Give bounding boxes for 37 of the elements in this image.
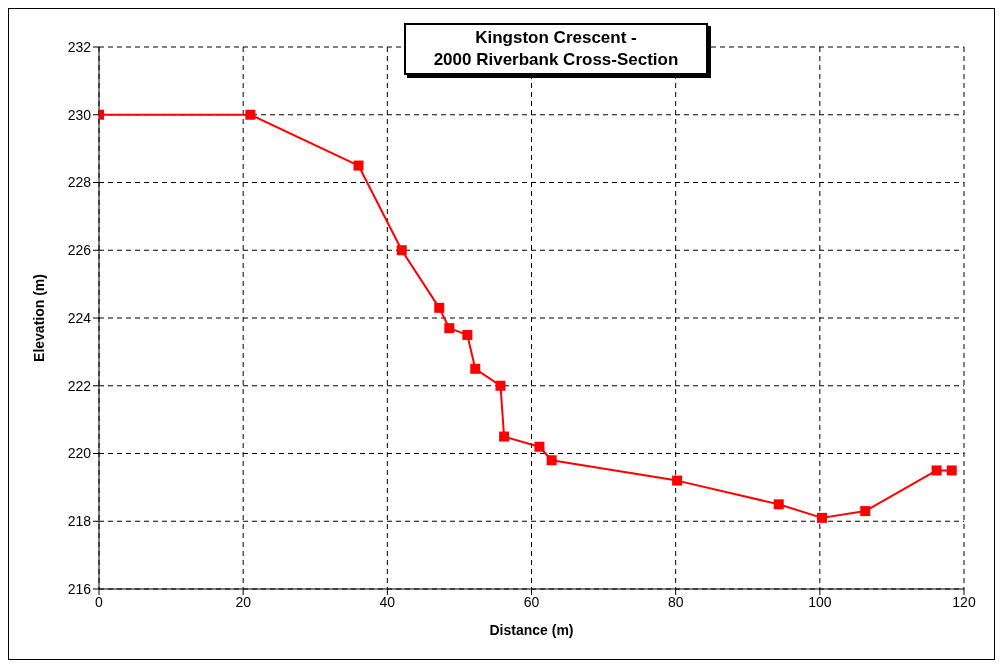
point: [396, 245, 407, 256]
y-tick-label: 230: [67, 106, 92, 123]
point: [470, 363, 481, 374]
point: [773, 499, 784, 510]
y-tick-label: 220: [67, 445, 92, 462]
point: [860, 506, 871, 517]
x-tick-label: 120: [952, 593, 976, 610]
y-tick-label: 228: [67, 174, 92, 191]
point: [245, 109, 256, 120]
chart-title: Kingston Crescent - 2000 Riverbank Cross-Section: [432, 27, 680, 71]
x-tick-label: 100: [808, 593, 832, 610]
point: [495, 380, 506, 391]
point: [946, 465, 957, 476]
point: [353, 160, 364, 171]
x-axis-title: Distance (m): [489, 622, 574, 638]
x-tick-label: 20: [235, 593, 252, 610]
point: [462, 329, 473, 340]
point: [499, 431, 510, 442]
y-tick-label: 224: [67, 309, 92, 326]
point: [534, 441, 545, 452]
y-tick-label: 218: [67, 513, 92, 530]
x-tick-label: 60: [523, 593, 540, 610]
point: [444, 323, 455, 334]
x-tick-label: 0: [95, 593, 104, 610]
x-tick-label: 80: [667, 593, 684, 610]
title-frame: Kingston Crescent - 2000 Riverbank Cross-Section: [404, 23, 708, 75]
point: [931, 465, 942, 476]
y-axis-title: Elevation (m): [30, 274, 47, 362]
y-tick-label: 226: [67, 242, 92, 259]
y-tick-label: 216: [67, 580, 92, 597]
point: [546, 455, 557, 466]
point: [817, 512, 827, 523]
x-tick-label: 40: [379, 593, 396, 610]
point: [434, 302, 445, 313]
y-tick-label: 232: [67, 38, 92, 55]
point: [672, 475, 683, 486]
y-tick-label: 222: [67, 377, 92, 394]
